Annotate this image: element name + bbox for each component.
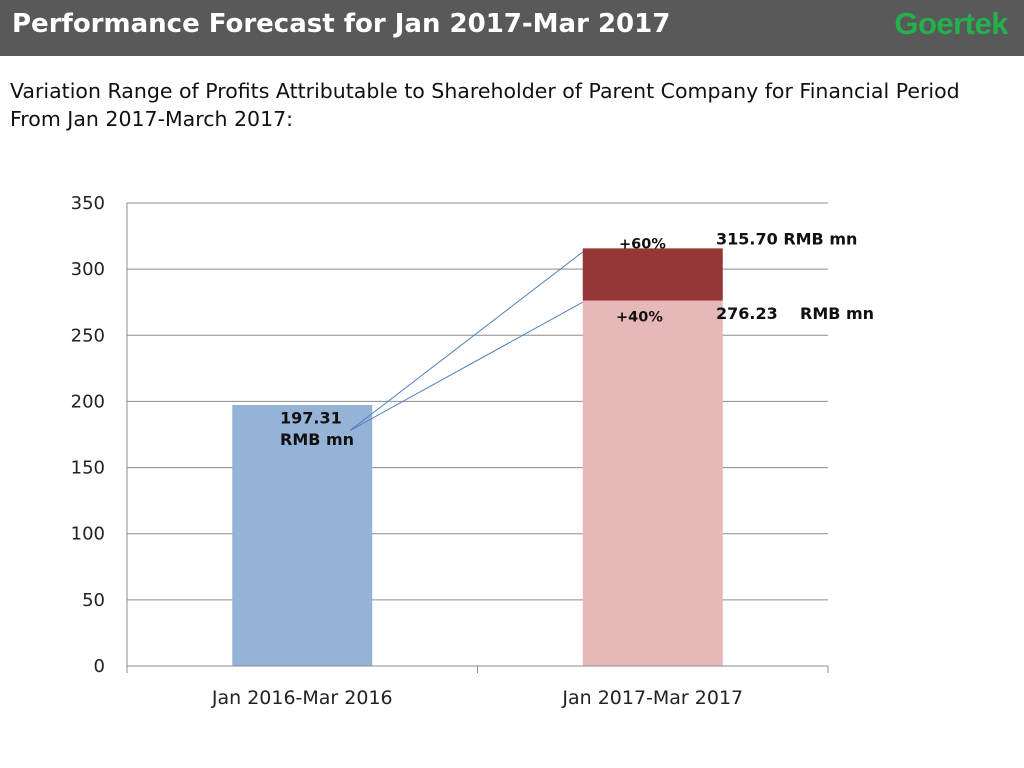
bar — [582, 248, 723, 301]
y-tick-label: 150 — [71, 458, 105, 479]
chart-subtitle: Variation Range of Profits Attributable … — [10, 79, 960, 131]
bar — [582, 300, 723, 666]
y-tick-label: 0 — [94, 656, 105, 677]
leader-line-low — [349, 301, 583, 431]
axes — [126, 203, 829, 673]
goertek-logo: Goertek — [894, 6, 1008, 41]
x-category-label: Jan 2016-Mar 2016 — [211, 687, 393, 709]
x-category-label: Jan 2017-Mar 2017 — [561, 687, 743, 709]
y-tick-labels: 0 50 100 150 200 250 300 350 — [71, 193, 105, 677]
y-tick-label: 250 — [71, 325, 105, 346]
y-tick-label: 100 — [71, 524, 105, 545]
header-bar: Performance Forecast for Jan 2017-Mar 20… — [0, 0, 1024, 56]
base-value-unit-label: RMB mn — [280, 430, 354, 449]
y-tick-label: 300 — [71, 259, 105, 280]
y-tick-label: 350 — [71, 193, 105, 214]
base-value-label: 197.31 — [280, 408, 342, 427]
high-value-label: 315.70 RMB mn — [716, 230, 857, 249]
gridlines — [127, 202, 828, 601]
low-value-label: 276.23 — [716, 304, 778, 323]
pct-high-label: +60% — [619, 237, 666, 253]
bars — [232, 248, 723, 666]
y-tick-label: 50 — [82, 590, 105, 611]
y-tick-label: 200 — [71, 391, 105, 412]
page-title: Performance Forecast for Jan 2017-Mar 20… — [12, 9, 671, 39]
bar — [232, 404, 373, 666]
annotations: 197.31 RMB mn +60% +40% 315.70 RMB mn 27… — [280, 230, 874, 449]
leader-line-high — [349, 251, 584, 431]
low-value-unit-label: RMB mn — [800, 304, 874, 323]
pct-low-label: +40% — [616, 309, 663, 325]
x-category-labels: Jan 2016-Mar 2016 Jan 2017-Mar 2017 — [211, 687, 743, 709]
